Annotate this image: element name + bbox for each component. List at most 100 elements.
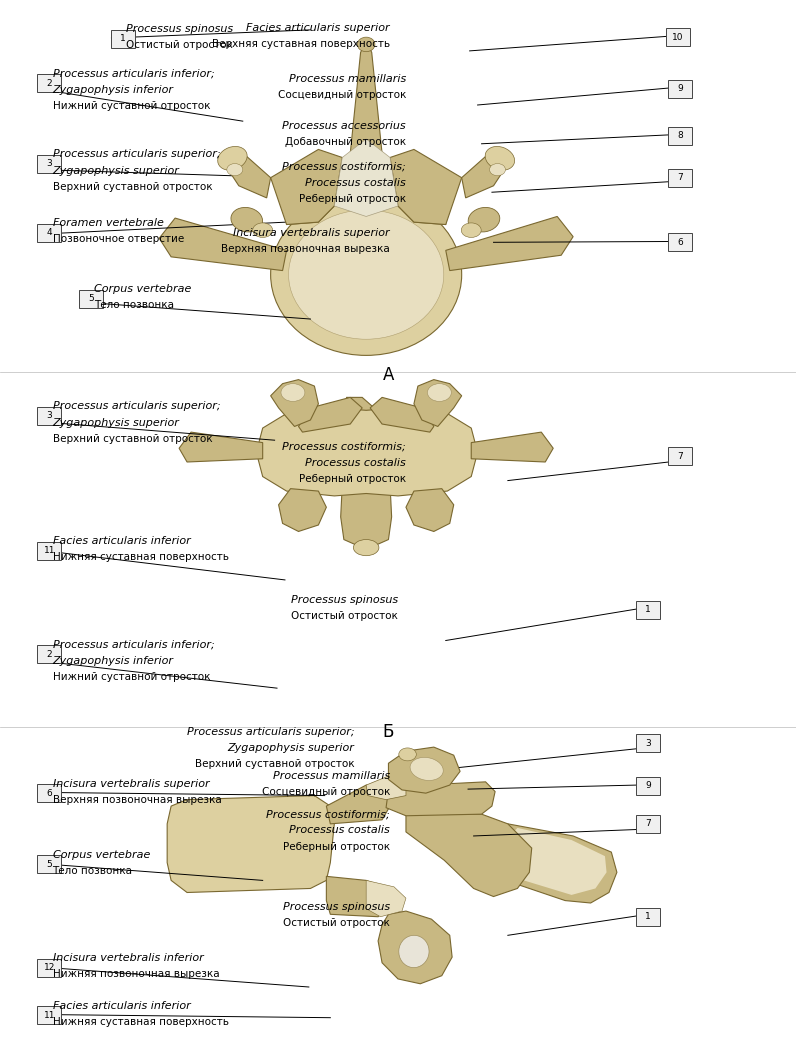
Text: Zygapophysis inferior: Zygapophysis inferior xyxy=(53,85,174,94)
Text: Позвоночное отверстие: Позвоночное отверстие xyxy=(53,234,184,245)
FancyBboxPatch shape xyxy=(79,290,103,308)
Ellipse shape xyxy=(227,164,243,175)
Polygon shape xyxy=(366,880,406,917)
Polygon shape xyxy=(414,380,462,426)
Ellipse shape xyxy=(399,936,429,968)
Polygon shape xyxy=(287,194,334,225)
Polygon shape xyxy=(326,877,390,917)
Text: Processus costiformis;: Processus costiformis; xyxy=(283,442,406,452)
Polygon shape xyxy=(406,814,532,897)
Text: Incisura vertebralis inferior: Incisura vertebralis inferior xyxy=(53,953,203,963)
Text: Zygapophysis superior: Zygapophysis superior xyxy=(53,418,179,427)
Text: Processus costiformis;: Processus costiformis; xyxy=(267,810,390,819)
Text: Processus mamillaris: Processus mamillaris xyxy=(273,772,390,781)
Text: Incisura vertebralis superior: Incisura vertebralis superior xyxy=(53,779,209,789)
Text: Zygapophysis superior: Zygapophysis superior xyxy=(228,743,354,753)
Polygon shape xyxy=(326,785,390,824)
Text: Остистый отросток: Остистый отросток xyxy=(283,919,390,928)
FancyBboxPatch shape xyxy=(37,959,61,977)
Polygon shape xyxy=(167,796,334,892)
FancyBboxPatch shape xyxy=(668,169,692,187)
Polygon shape xyxy=(179,433,263,462)
Polygon shape xyxy=(366,775,406,800)
Text: 7: 7 xyxy=(677,173,683,183)
Ellipse shape xyxy=(357,37,375,51)
Text: Zygapophysis superior: Zygapophysis superior xyxy=(53,166,179,175)
FancyBboxPatch shape xyxy=(37,155,61,173)
Text: Остистый отросток: Остистый отросток xyxy=(291,611,398,622)
Polygon shape xyxy=(490,824,617,903)
Ellipse shape xyxy=(231,208,263,232)
Polygon shape xyxy=(406,488,454,531)
Text: Реберный отросток: Реберный отросток xyxy=(298,475,406,484)
Text: 11: 11 xyxy=(44,1011,55,1020)
FancyBboxPatch shape xyxy=(37,224,61,242)
Ellipse shape xyxy=(462,223,481,237)
Text: Processus costalis: Processus costalis xyxy=(289,825,390,836)
Text: Processus spinosus: Processus spinosus xyxy=(291,595,398,605)
Text: Верхний суставной отросток: Верхний суставной отросток xyxy=(53,434,213,444)
FancyBboxPatch shape xyxy=(37,407,61,425)
Text: Processus articularis superior;: Processus articularis superior; xyxy=(53,149,220,160)
Ellipse shape xyxy=(410,757,443,780)
Text: Нижний суставной отросток: Нижний суставной отросток xyxy=(53,672,210,682)
Text: 11: 11 xyxy=(44,546,55,555)
Polygon shape xyxy=(462,149,509,197)
Text: 4: 4 xyxy=(46,228,53,237)
Text: Foramen vertebrale: Foramen vertebrale xyxy=(53,218,163,228)
Text: Тело позвонка: Тело позвонка xyxy=(53,866,133,876)
Text: Facies articularis inferior: Facies articularis inferior xyxy=(53,1001,190,1011)
Polygon shape xyxy=(223,149,271,197)
Polygon shape xyxy=(298,397,362,433)
Polygon shape xyxy=(256,407,478,496)
Text: 5: 5 xyxy=(46,860,53,868)
Text: 6: 6 xyxy=(677,237,683,247)
Text: Верхний суставной отросток: Верхний суставной отросток xyxy=(194,759,354,770)
Text: Нижняя суставная поверхность: Нижняя суставная поверхность xyxy=(53,1016,228,1027)
FancyBboxPatch shape xyxy=(668,127,692,145)
Ellipse shape xyxy=(218,146,247,170)
Text: В: В xyxy=(416,769,427,786)
Polygon shape xyxy=(378,911,452,984)
Polygon shape xyxy=(386,782,495,816)
Text: Реберный отросток: Реберный отросток xyxy=(298,194,406,204)
Text: Processus mamillaris: Processus mamillaris xyxy=(289,75,406,84)
Ellipse shape xyxy=(427,383,451,401)
FancyBboxPatch shape xyxy=(668,233,692,251)
FancyBboxPatch shape xyxy=(636,734,660,752)
Text: Processus costiformis;: Processus costiformis; xyxy=(283,162,406,171)
Text: Верхняя позвоночная вырезка: Верхняя позвоночная вырезка xyxy=(53,795,221,804)
Text: 3: 3 xyxy=(46,412,53,420)
Text: 1: 1 xyxy=(119,35,126,43)
Text: 1: 1 xyxy=(645,605,651,614)
Text: 10: 10 xyxy=(673,33,684,42)
Ellipse shape xyxy=(253,223,272,237)
Polygon shape xyxy=(446,216,573,271)
Text: 2: 2 xyxy=(46,79,53,88)
Polygon shape xyxy=(341,397,392,549)
Text: 8: 8 xyxy=(677,131,683,141)
FancyBboxPatch shape xyxy=(666,28,690,46)
Text: 9: 9 xyxy=(677,84,683,93)
Text: 12: 12 xyxy=(44,963,55,972)
Ellipse shape xyxy=(399,748,416,761)
Text: Processus articularis superior;: Processus articularis superior; xyxy=(53,401,220,412)
FancyBboxPatch shape xyxy=(37,1006,61,1024)
FancyBboxPatch shape xyxy=(668,447,692,465)
Text: Processus articularis inferior;: Processus articularis inferior; xyxy=(53,68,214,79)
FancyBboxPatch shape xyxy=(37,856,61,874)
Text: Corpus vertebrae: Corpus vertebrae xyxy=(53,849,150,860)
Text: Processus articularis superior;: Processus articularis superior; xyxy=(186,727,354,737)
Polygon shape xyxy=(388,748,460,793)
Polygon shape xyxy=(471,433,553,462)
Text: Реберный отросток: Реберный отросток xyxy=(283,842,390,852)
Text: 5: 5 xyxy=(88,294,94,303)
Text: Zygapophysis inferior: Zygapophysis inferior xyxy=(53,656,174,666)
Text: Processus articularis inferior;: Processus articularis inferior; xyxy=(53,639,214,650)
Text: 6: 6 xyxy=(46,789,53,798)
FancyBboxPatch shape xyxy=(636,777,660,795)
Text: Верхняя суставная поверхность: Верхняя суставная поверхность xyxy=(212,39,390,48)
Text: Нижний суставной отросток: Нижний суставной отросток xyxy=(53,101,210,111)
Polygon shape xyxy=(334,139,398,216)
Polygon shape xyxy=(279,488,326,531)
